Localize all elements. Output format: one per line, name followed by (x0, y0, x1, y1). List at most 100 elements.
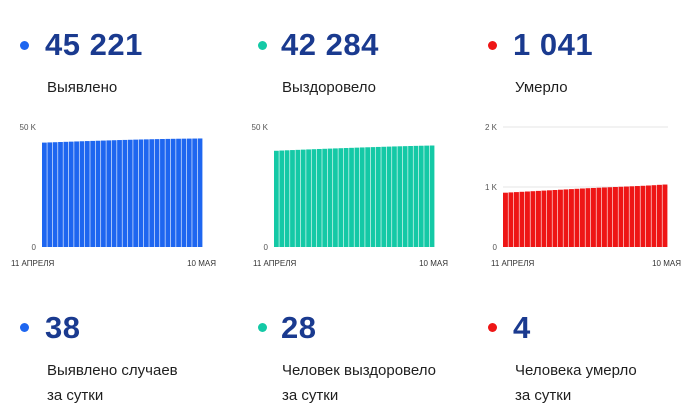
deaths-daily-label-line2: за сутки (515, 387, 572, 404)
recovered-bar (413, 145, 419, 247)
detected-bar (74, 141, 79, 247)
deaths-chart: 0 1 K 2 K 11 АПРЕЛЯ 10 МАЯ (485, 123, 681, 268)
deaths-xtick-label-start: 11 АПРЕЛЯ (491, 259, 534, 268)
detected-bar (133, 139, 138, 247)
deaths-bar (530, 191, 536, 247)
deaths-daily-label-line1: Человека умерло (515, 362, 637, 379)
recovered-bar (429, 145, 435, 247)
detected-daily-label: Выявлено случаев за сутки (47, 358, 178, 408)
detected-bar (122, 139, 128, 247)
panel-detected: 45 221 Выявлено 0 50 K 11 АПРЕЛЯ 10 МАЯ 38 … (0, 0, 233, 420)
recovered-xtick-label-start: 11 АПРЕЛЯ (253, 259, 296, 268)
recovered-bar (300, 149, 306, 247)
recovered-bar (365, 147, 370, 247)
deaths-dot-icon (488, 41, 497, 50)
recovered-bar (306, 149, 311, 247)
detected-ytick-label: 50 K (20, 123, 37, 132)
detected-bar (106, 140, 112, 247)
deaths-bar (602, 187, 607, 247)
deaths-ytick-label: 2 K (485, 123, 498, 132)
detected-bar (181, 138, 187, 247)
detected-bar (170, 138, 176, 247)
deaths-bar (508, 192, 514, 247)
deaths-bar (596, 187, 602, 247)
recovered-bar (274, 150, 279, 247)
deaths-xtick-label-end: 10 МАЯ (652, 259, 681, 268)
recovered-bar (279, 150, 285, 247)
detected-daily-label-line1: Выявлено случаев (47, 362, 178, 379)
recovered-dot-icon (258, 41, 267, 50)
detected-daily-dot-icon (20, 323, 29, 332)
recovered-daily-value: 28 (281, 310, 317, 345)
recovered-bar (354, 147, 360, 247)
detected-bar (154, 139, 160, 247)
panel-recovered: 42 284 Выздоровело 0 50 K 11 АПРЕЛЯ 10 МАЯ … (233, 0, 466, 420)
deaths-bar (618, 186, 624, 247)
detected-bar (58, 142, 63, 247)
recovered-bar (284, 150, 290, 247)
recovered-total-label: Выздоровело (282, 79, 377, 96)
recovered-bar (386, 146, 392, 247)
deaths-bar (662, 184, 668, 247)
detected-bar (160, 139, 165, 247)
recovered-bar (295, 149, 301, 247)
recovered-bar (333, 148, 338, 247)
recovered-bar (370, 147, 376, 247)
detected-dot-icon (20, 41, 29, 50)
deaths-total-value: 1 041 (513, 27, 594, 62)
recovered-bar (290, 150, 295, 247)
detected-bar (117, 140, 122, 247)
deaths-bar (536, 190, 541, 247)
deaths-daily-dot-icon (488, 323, 497, 332)
detected-bar (42, 142, 47, 247)
deaths-bar (541, 190, 547, 247)
recovered-ytick-label: 0 (264, 243, 269, 252)
deaths-bar (563, 189, 569, 247)
deaths-bar (547, 190, 552, 247)
recovered-xtick-label-end: 10 МАЯ (419, 259, 448, 268)
deaths-bar (640, 185, 646, 247)
detected-daily-label-line2: за сутки (47, 387, 104, 404)
detected-bar (149, 139, 155, 247)
detected-bar (79, 141, 85, 247)
detected-ytick-label: 0 (32, 243, 37, 252)
detected-total-label: Выявлено (47, 79, 118, 96)
detected-bar (68, 141, 74, 247)
detected-bar (192, 138, 198, 247)
deaths-bar (503, 192, 508, 247)
recovered-bar (408, 146, 413, 247)
detected-bar (165, 138, 171, 247)
deaths-daily-label: Человека умерло за сутки (515, 358, 637, 408)
recovered-total-value: 42 284 (281, 27, 379, 62)
recovered-daily-label-line2: за сутки (282, 387, 339, 404)
detected-bar (186, 138, 192, 247)
recovered-daily-label: Человек выздоровело за сутки (282, 358, 436, 408)
deaths-bar (580, 188, 585, 247)
recovered-bar (359, 147, 365, 247)
recovered-bar (322, 148, 328, 247)
deaths-bar (514, 192, 519, 247)
detected-bar (47, 142, 53, 247)
deaths-total-label: Умерло (515, 79, 568, 96)
recovered-bar (343, 148, 349, 247)
detected-bar (52, 142, 58, 247)
recovered-ytick-label: 50 K (252, 123, 269, 132)
detected-xtick-label-end: 10 МАЯ (187, 259, 216, 268)
detected-bar (95, 140, 101, 247)
deaths-bar (552, 190, 558, 247)
recovered-bar (392, 146, 397, 247)
recovered-daily-dot-icon (258, 323, 267, 332)
detected-bar (127, 139, 133, 247)
detected-bar (90, 140, 96, 247)
deaths-bar (574, 188, 580, 247)
deaths-bar (624, 186, 629, 247)
recovered-bar (338, 148, 344, 247)
deaths-bar (657, 184, 662, 247)
recovered-bar (311, 149, 317, 247)
deaths-bar (558, 189, 563, 247)
deaths-bar (607, 187, 613, 247)
recovered-bar (381, 146, 387, 247)
detected-daily-value: 38 (45, 310, 81, 345)
deaths-ytick-label: 1 K (485, 183, 498, 192)
deaths-bar (569, 189, 574, 247)
